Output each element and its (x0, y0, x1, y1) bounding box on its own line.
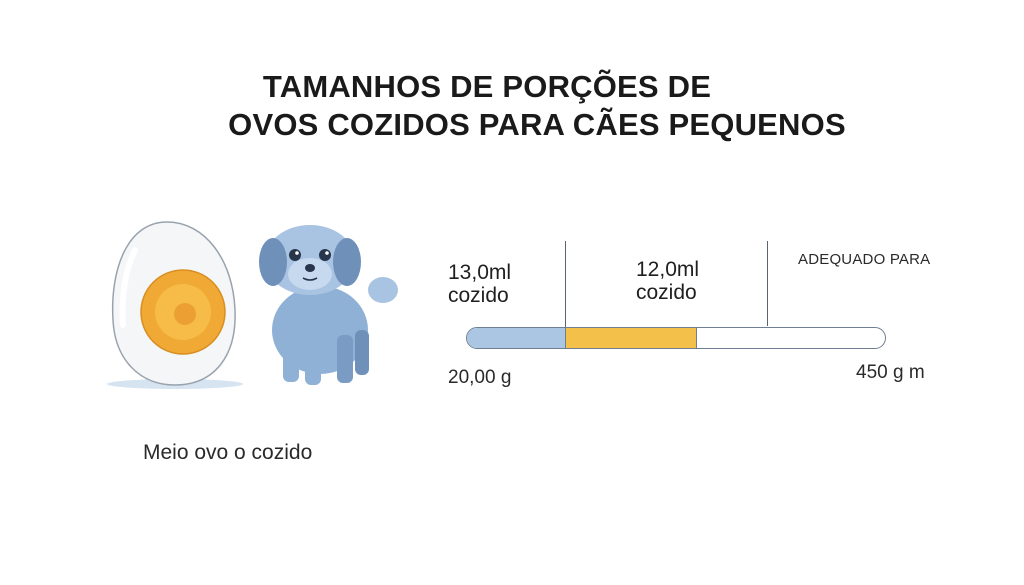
suitable-label: ADEQUADO PARA (798, 251, 931, 268)
title-line-1: TAMANHOS DE PORÇÕES DE (262, 69, 712, 104)
segment-1-unit: cozido (448, 284, 509, 307)
portion-bar-segment-2 (565, 328, 697, 348)
illustration-caption: Meio ovo o cozido (143, 441, 313, 464)
small-dog-icon (259, 225, 398, 385)
segment-1-label: 13,0ml cozido (448, 261, 511, 307)
page-title: TAMANHOS DE PORÇÕES DE OVOS COZIDOS PARA… (0, 68, 1024, 144)
boiled-egg-icon (107, 221, 243, 389)
segment-2-amount: 12,0ml (636, 258, 700, 281)
scale-max-label: 450 g m (856, 362, 925, 383)
portion-bar (466, 327, 886, 349)
segment-divider-1 (565, 241, 566, 332)
segment-1-amount: 13,0ml (448, 261, 512, 284)
segment-divider-2 (767, 241, 768, 326)
title-line-2: OVOS COZIDOS PARA CÃES PEQUENOS (228, 107, 846, 142)
segment-2-label: 12,0ml cozido (636, 258, 699, 304)
portion-bar-segment-1 (467, 328, 565, 348)
scale-min-label: 20,00 g (448, 367, 512, 388)
illustration (107, 221, 398, 389)
segment-2-unit: cozido (636, 281, 697, 304)
